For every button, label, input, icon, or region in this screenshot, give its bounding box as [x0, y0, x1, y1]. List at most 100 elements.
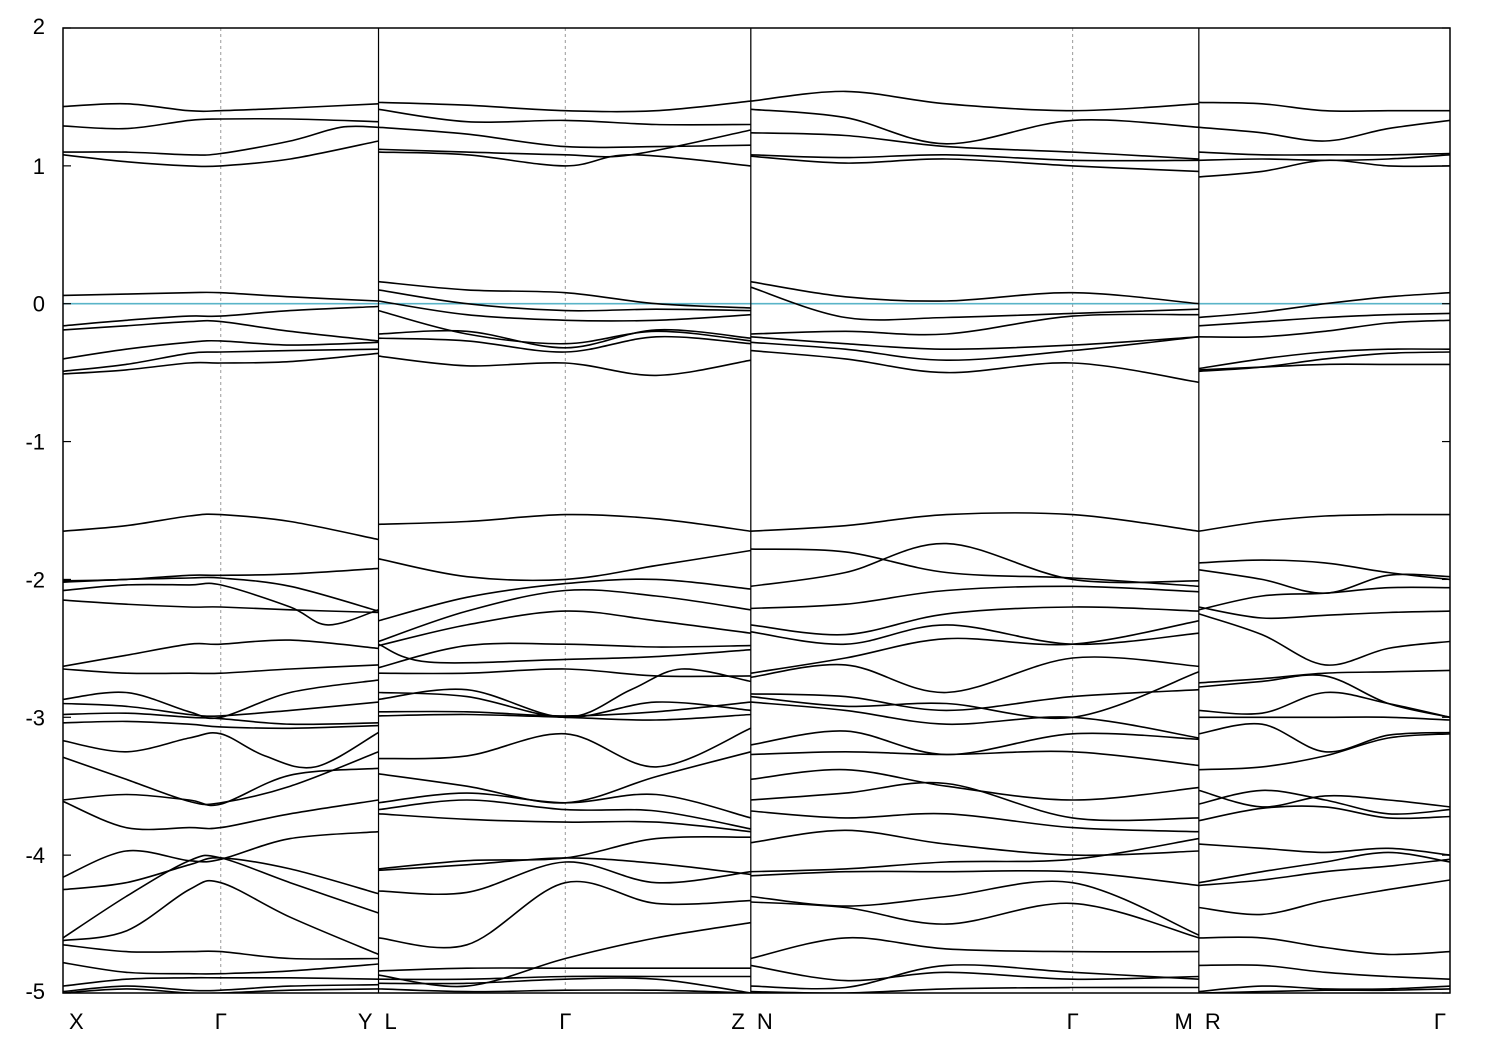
band-seg3-133: [1198, 805, 1450, 822]
band-seg0-10: [63, 513, 379, 541]
band-seg2-98: [750, 810, 1199, 833]
band-seg0-0: [63, 102, 379, 113]
band-seg2-96: [750, 768, 1199, 801]
band-seg2-81: [750, 336, 1199, 362]
xtick-label: Γ: [215, 1009, 227, 1034]
band-seg0-19: [63, 712, 379, 726]
band-seg1-58: [378, 727, 752, 768]
xtick-label: N: [757, 1009, 773, 1034]
band-seg0-6: [63, 319, 379, 342]
band-seg1-68: [378, 921, 751, 988]
band-seg3-109: [1198, 119, 1450, 142]
ytick-label: -1: [25, 430, 45, 455]
band-seg0-7: [63, 339, 379, 360]
band-seg1-35: [378, 108, 751, 126]
band-seg1-66: [378, 880, 751, 949]
band-seg3-139: [1198, 964, 1450, 980]
band-seg3-115: [1198, 319, 1450, 338]
band-seg3-118: [1198, 363, 1450, 371]
band-seg2-83: [750, 512, 1200, 532]
band-seg2-82: [750, 349, 1200, 384]
band-seg0-24: [63, 799, 379, 831]
xtick-label: Y: [358, 1009, 373, 1034]
xtick-label: R: [1205, 1009, 1221, 1034]
band-seg3-121: [1198, 569, 1450, 595]
band-seg3-141: [1198, 988, 1450, 993]
ytick-label: 2: [33, 14, 45, 39]
band-seg0-23: [63, 767, 379, 807]
band-seg2-78: [750, 286, 1199, 321]
ytick-label: -2: [25, 567, 45, 592]
band-seg2-94: [750, 730, 1199, 756]
band-seg3-112: [1198, 159, 1450, 178]
band-seg1-38: [378, 151, 751, 167]
band-seg1-51: [378, 642, 751, 669]
band-seg1-55: [378, 691, 751, 719]
band-seg3-111: [1198, 154, 1450, 162]
band-seg0-9: [63, 352, 379, 375]
band-seg3-123: [1198, 606, 1450, 620]
band-seg3-122: [1198, 586, 1450, 611]
band-seg0-8: [63, 348, 379, 373]
y-axis: 2 1 0 -1 -2 -3 -4 -5: [25, 14, 1450, 1004]
band-seg0-2: [63, 125, 379, 156]
band-seg3-128: [1198, 716, 1450, 721]
xtick-label: Γ: [1434, 1009, 1446, 1034]
band-seg0-25: [63, 830, 379, 878]
band-seg0-16: [63, 664, 379, 675]
grid-lines: [220, 28, 1200, 993]
ytick-label: -5: [25, 979, 45, 1004]
ytick-label: 1: [33, 154, 45, 179]
band-seg3-110: [1198, 151, 1450, 156]
band-seg1-40: [378, 289, 751, 312]
band-seg1-43: [378, 328, 751, 349]
band-seg2-79: [750, 313, 1199, 336]
band-seg1-57: [378, 713, 751, 721]
band-seg2-87: [750, 606, 1199, 636]
band-seg2-80: [750, 336, 1199, 351]
band-seg2-88: [750, 624, 1199, 646]
band-seg2-75: [750, 153, 1199, 162]
band-seg1-41: [378, 300, 751, 322]
band-seg2-106: [750, 964, 1199, 990]
band-seg1-63: [378, 835, 751, 870]
band-seg0-1: [63, 117, 379, 130]
band-seg2-76: [750, 155, 1199, 173]
band-seg0-32: [63, 983, 379, 993]
band-seg3-113: [1198, 291, 1450, 319]
band-seg1-71: [378, 988, 751, 993]
band-seg3-114: [1198, 312, 1450, 327]
band-seg0-12: [63, 576, 379, 612]
ytick-label: -4: [25, 843, 45, 868]
xtick-label: L: [385, 1009, 397, 1034]
band-seg3-132: [1198, 789, 1450, 815]
band-seg2-99: [750, 829, 1199, 857]
band-seg3-136: [1198, 858, 1450, 887]
band-seg1-46: [378, 513, 751, 532]
band-seg2-97: [750, 781, 1199, 822]
xtick-label: X: [69, 1009, 84, 1034]
band-seg2-103: [750, 901, 1200, 939]
band-seg2-90: [750, 656, 1199, 694]
band-seg3-140: [1198, 985, 1450, 993]
band-seg0-28: [63, 879, 379, 956]
band-seg0-3: [63, 140, 379, 168]
band-seg1-53: [378, 668, 751, 678]
band-seg2-102: [750, 880, 1200, 936]
band-seg1-64: [378, 857, 751, 876]
band-seg3-135: [1198, 851, 1450, 884]
band-seg1-36: [378, 126, 751, 149]
band-seg3-134: [1198, 843, 1450, 856]
band-seg1-45: [378, 355, 751, 377]
plot-frame: [62, 27, 1451, 994]
xtick-label: M: [1175, 1009, 1193, 1034]
band-seg3-137: [1198, 879, 1450, 916]
band-seg3-108: [1198, 101, 1450, 113]
band-seg1-56: [378, 701, 751, 717]
band-seg2-73: [750, 108, 1199, 145]
band-seg3-127: [1198, 691, 1450, 719]
band-seg0-5: [63, 305, 379, 327]
band-seg1-39: [378, 280, 751, 309]
